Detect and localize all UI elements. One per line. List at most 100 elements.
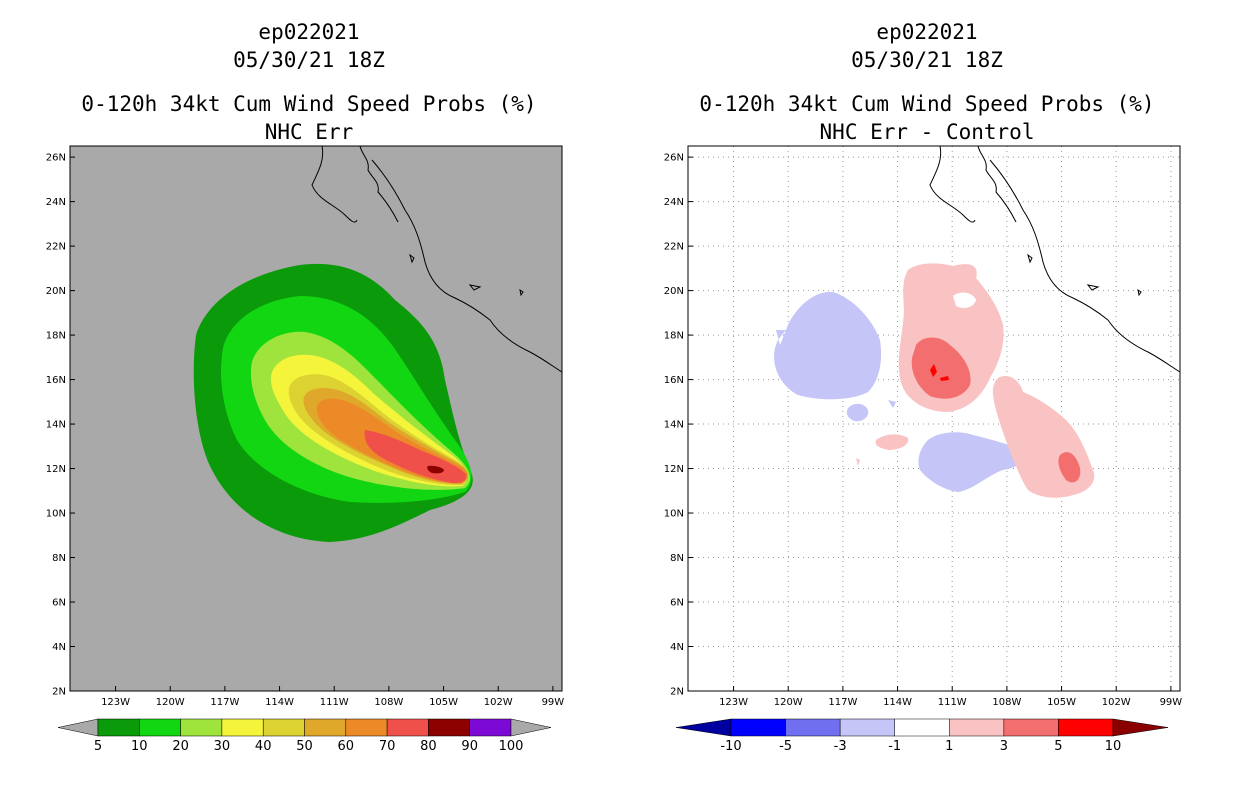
y-tick-label: 2N [52, 687, 66, 698]
left-colorbar: 5 10 20 30 40 50 60 70 80 90 100 [57, 718, 552, 754]
y-tick-label: 4N [670, 642, 684, 653]
left-map-area [69, 145, 563, 692]
colorbar-left-arrow [675, 718, 732, 737]
baja-east-coast [359, 145, 399, 223]
negative-region-south [918, 432, 1025, 492]
right-datetime: 05/30/21 18Z [851, 48, 1003, 72]
x-tick-label: 105W [429, 697, 458, 708]
left-panel: ep022021 05/30/21 18Z 0-120h 34kt Cum Wi… [46, 20, 565, 754]
positive-core-southeast [1058, 452, 1081, 483]
colorbar-label: 1 [945, 739, 953, 754]
y-tick-label: 6N [52, 598, 66, 609]
negative-region-west-small [846, 400, 896, 422]
y-tick-label: 2N [670, 687, 684, 698]
y-tick-label: 20N [664, 286, 684, 297]
colorbar-label: 10 [131, 739, 148, 754]
y-tick-label: 16N [664, 375, 684, 386]
y-tick-label: 14N [46, 420, 66, 431]
y-tick-label: 26N [46, 153, 66, 164]
y-tick-label: 10N [664, 509, 684, 520]
colorbar-swatch [304, 718, 347, 737]
right-storm-id: ep022021 [876, 20, 978, 44]
x-tick-label: 117W [828, 697, 857, 708]
left-coastline [311, 145, 563, 373]
colorbar-label: 50 [296, 739, 313, 754]
right-x-axis: 123W 120W 117W 114W 111W 108W 105W 102W 99W [719, 686, 1182, 708]
x-tick-label: 99W [542, 697, 565, 708]
colorbar-label: 5 [94, 739, 102, 754]
colorbar-swatch [97, 718, 140, 737]
y-tick-label: 18N [664, 331, 684, 342]
right-y-axis: 2N 4N 6N 8N 10N 12N 14N 16N 18N 20N 22N 24N 26N [664, 153, 693, 698]
x-tick-label: 114W [883, 697, 912, 708]
positive-core-north-max [930, 364, 949, 381]
right-panel: ep022021 05/30/21 18Z 0-120h 34kt Cum Wi… [618, 0, 1236, 800]
left-map-frame [69, 145, 563, 692]
baja-california-coast [311, 145, 358, 223]
y-tick-label: 4N [52, 642, 66, 653]
y-tick-label: 6N [670, 598, 684, 609]
islands [409, 253, 524, 297]
colorbar-label: 80 [420, 739, 437, 754]
colorbar-left-arrow [57, 718, 99, 737]
right-map-background [688, 146, 1180, 691]
colorbar-swatch [139, 718, 181, 737]
y-tick-label: 24N [46, 197, 66, 208]
colorbar-label: -3 [834, 739, 847, 754]
mexico-mainland-coast [989, 159, 1181, 373]
right-coastline [929, 145, 1181, 373]
colorbar-swatch [1003, 718, 1059, 737]
x-tick-label: 108W [992, 697, 1021, 708]
colorbar-right-arrow [1112, 718, 1169, 737]
y-tick-label: 22N [46, 242, 66, 253]
positive-region-middle [856, 434, 909, 466]
x-tick-label: 105W [1047, 697, 1076, 708]
x-tick-label: 114W [265, 697, 294, 708]
colorbar-swatch [785, 718, 841, 737]
colorbar-right-arrow [510, 718, 552, 737]
x-tick-label: 102W [1102, 697, 1131, 708]
colorbar-label: 100 [499, 739, 524, 754]
colorbar-label: -5 [779, 739, 792, 754]
colorbar-label: 70 [379, 739, 396, 754]
islands [1027, 253, 1142, 297]
contour-80 [427, 465, 444, 474]
colorbar-swatch [730, 718, 786, 737]
colorbar-label: 20 [172, 739, 189, 754]
colorbar-label: 30 [214, 739, 231, 754]
colorbar-label: 5 [1054, 739, 1062, 754]
colorbar-swatch [345, 718, 388, 737]
colorbar-swatch [221, 718, 264, 737]
baja-california-coast [929, 145, 976, 223]
mexico-mainland-coast [371, 159, 563, 373]
negative-region-west [774, 291, 882, 400]
colorbar-swatch [262, 718, 305, 737]
right-chart-canvas: 123W 120W 117W 114W 111W 108W 105W 102W 99W 2N 4N… [664, 145, 1182, 754]
y-tick-label: 18N [46, 331, 66, 342]
y-tick-label: 22N [664, 242, 684, 253]
colorbar-label: 90 [461, 739, 478, 754]
colorbar-swatch [839, 718, 895, 737]
x-tick-label: 120W [774, 697, 803, 708]
left-x-axis: 123W 120W 117W 114W 111W 108W 105W 102W 99W [101, 686, 564, 708]
colorbar-label: -1 [888, 739, 901, 754]
left-chart-subtitle: NHC Err [264, 120, 354, 144]
colorbar-label: 40 [255, 739, 272, 754]
colorbar-label: 10 [1105, 739, 1122, 754]
left-storm-id: ep022021 [258, 20, 360, 44]
right-map-frame [687, 145, 1181, 692]
right-chart-title: 0-120h 34kt Cum Wind Speed Probs (%) [699, 92, 1155, 116]
x-tick-label: 99W [1160, 697, 1183, 708]
y-tick-label: 8N [52, 553, 66, 564]
x-tick-label: 123W [101, 697, 130, 708]
colorbar-swatch [469, 718, 512, 737]
y-tick-label: 8N [670, 553, 684, 564]
colorbar-swatch [949, 718, 1005, 737]
colorbar-swatch [386, 718, 429, 737]
colorbar-swatch [180, 718, 223, 737]
left-chart-canvas: 123W 120W 117W 114W 111W 108W 105W 102W 99W 2N 4N… [46, 145, 564, 754]
x-tick-label: 111W [320, 697, 349, 708]
left-y-axis: 2N 4N 6N 8N 10N 12N 14N 16N 18N 20N 22N 24N 26N [46, 153, 75, 698]
left-chart-title: 0-120h 34kt Cum Wind Speed Probs (%) [81, 92, 537, 116]
right-map-area [687, 145, 1181, 692]
